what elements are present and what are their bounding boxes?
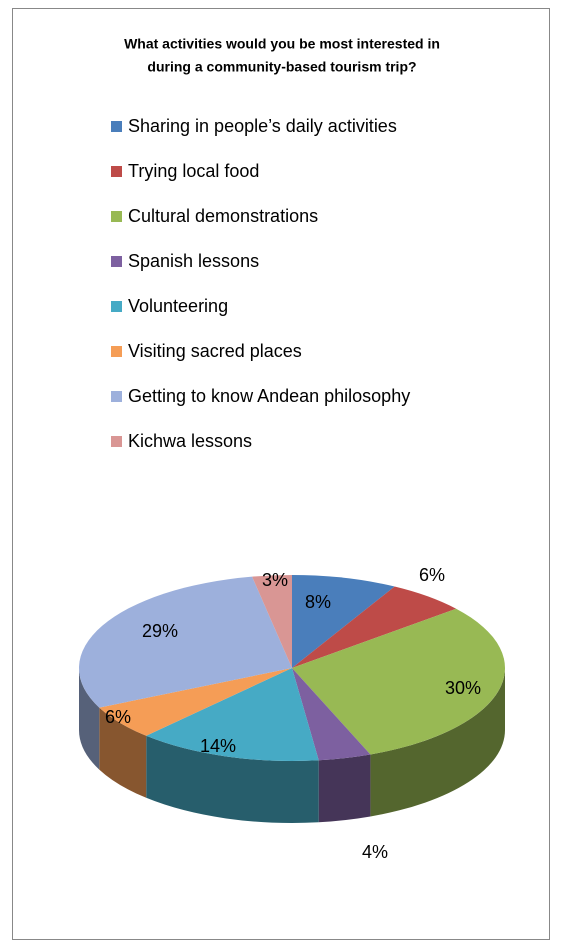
legend-swatch xyxy=(111,346,122,357)
legend-label: Volunteering xyxy=(128,296,228,316)
legend-label: Spanish lessons xyxy=(128,251,259,271)
legend-label: Trying local food xyxy=(128,161,259,181)
pie-side xyxy=(146,735,319,823)
legend-swatch xyxy=(111,211,122,222)
legend-swatch xyxy=(111,256,122,267)
pie-slice xyxy=(292,575,395,668)
legend-swatch xyxy=(111,166,122,177)
data-label: 3% xyxy=(262,570,288,590)
pie-slice xyxy=(292,608,506,755)
pie-slice xyxy=(79,576,292,708)
legend-swatch xyxy=(111,436,122,447)
pie-side xyxy=(318,754,371,823)
legend-swatch xyxy=(111,301,122,312)
pie-slice xyxy=(292,668,371,761)
pie-side xyxy=(79,668,100,770)
pie-slice xyxy=(292,586,457,668)
pie-slice xyxy=(99,668,292,736)
data-label: 6% xyxy=(105,707,131,727)
data-label: 14% xyxy=(200,736,236,756)
pie-slice xyxy=(252,575,292,668)
legend-label: Sharing in people’s daily activities xyxy=(128,116,397,136)
data-label: 4% xyxy=(362,842,388,862)
chart-title: during a community-based tourism trip? xyxy=(147,59,416,75)
chart-title: What activities would you be most intere… xyxy=(124,36,440,52)
legend-swatch xyxy=(111,121,122,132)
pie-slice xyxy=(146,668,319,761)
pie-side xyxy=(370,668,505,817)
legend-swatch xyxy=(111,391,122,402)
legend-label: Kichwa lessons xyxy=(128,431,252,451)
legend-label: Cultural demonstrations xyxy=(128,206,318,226)
data-label: 29% xyxy=(142,621,178,641)
data-label: 6% xyxy=(419,565,445,585)
legend-label: Getting to know Andean philosophy xyxy=(128,386,410,406)
legend-label: Visiting sacred places xyxy=(128,341,302,361)
data-label: 8% xyxy=(305,592,331,612)
pie-side xyxy=(99,707,147,798)
data-label: 30% xyxy=(445,678,481,698)
